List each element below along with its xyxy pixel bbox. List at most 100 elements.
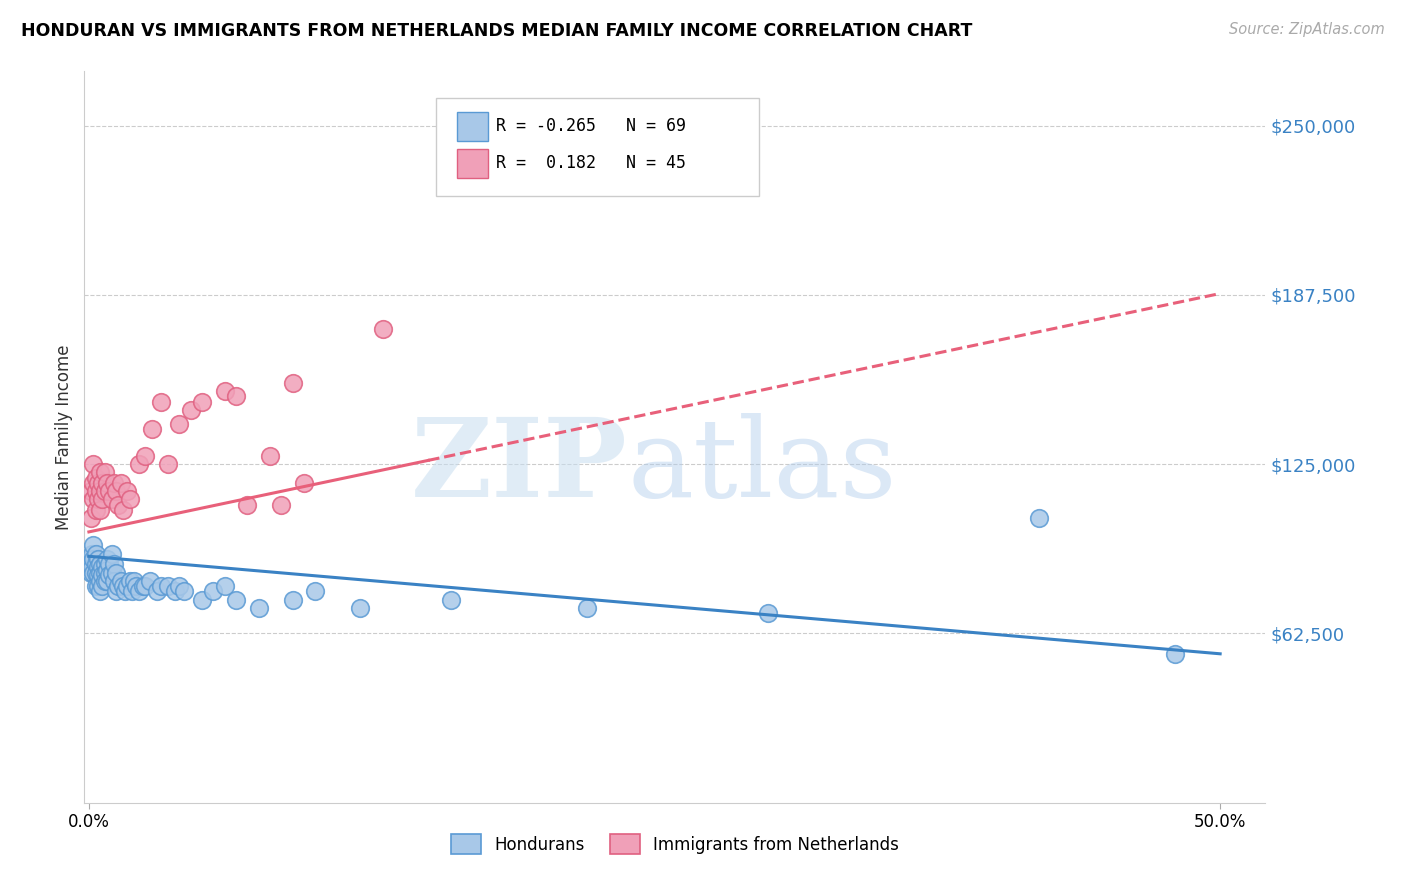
Point bbox=[163, 584, 186, 599]
Point bbox=[93, 484, 115, 499]
Point bbox=[111, 503, 134, 517]
Point bbox=[93, 465, 115, 479]
Point bbox=[93, 558, 115, 572]
Point bbox=[96, 476, 118, 491]
Point bbox=[100, 566, 122, 580]
Point bbox=[82, 457, 104, 471]
Text: ZIP: ZIP bbox=[411, 413, 627, 520]
Point bbox=[87, 579, 110, 593]
Point bbox=[98, 558, 121, 572]
Point bbox=[91, 568, 114, 582]
Point bbox=[103, 476, 125, 491]
Point bbox=[84, 579, 107, 593]
Point bbox=[440, 592, 463, 607]
Point bbox=[93, 574, 115, 588]
Point bbox=[349, 600, 371, 615]
Point bbox=[87, 476, 110, 491]
Point bbox=[711, 124, 734, 138]
Point bbox=[304, 584, 326, 599]
Point bbox=[150, 579, 173, 593]
Point bbox=[202, 584, 225, 599]
Point bbox=[84, 503, 107, 517]
Point bbox=[89, 574, 111, 588]
Point bbox=[84, 566, 107, 580]
Point bbox=[214, 579, 236, 593]
Point bbox=[107, 579, 129, 593]
Y-axis label: Median Family Income: Median Family Income bbox=[55, 344, 73, 530]
Point bbox=[91, 476, 114, 491]
Point bbox=[87, 568, 110, 582]
Point bbox=[89, 465, 111, 479]
Point bbox=[103, 574, 125, 588]
Point bbox=[114, 584, 136, 599]
Point bbox=[1164, 647, 1187, 661]
Point bbox=[98, 568, 121, 582]
Point bbox=[110, 476, 132, 491]
Point bbox=[87, 552, 110, 566]
Point bbox=[117, 579, 139, 593]
Point bbox=[84, 484, 107, 499]
Point bbox=[134, 579, 156, 593]
Text: R = -0.265   N = 69: R = -0.265 N = 69 bbox=[496, 117, 686, 135]
Point bbox=[82, 560, 104, 574]
Point bbox=[89, 558, 111, 572]
Point bbox=[157, 579, 180, 593]
Point bbox=[134, 449, 156, 463]
Point bbox=[575, 600, 598, 615]
Point bbox=[191, 592, 214, 607]
Point bbox=[281, 592, 304, 607]
Legend: Hondurans, Immigrants from Netherlands: Hondurans, Immigrants from Netherlands bbox=[444, 828, 905, 860]
Point bbox=[270, 498, 292, 512]
Text: R =  0.182   N = 45: R = 0.182 N = 45 bbox=[496, 154, 686, 172]
Point bbox=[91, 579, 114, 593]
Point bbox=[292, 476, 315, 491]
Point bbox=[80, 511, 103, 525]
Point bbox=[107, 498, 129, 512]
Point bbox=[247, 600, 270, 615]
Point bbox=[82, 552, 104, 566]
Point bbox=[91, 492, 114, 507]
Point bbox=[180, 403, 202, 417]
Point bbox=[259, 449, 281, 463]
Point bbox=[89, 584, 111, 599]
Point bbox=[214, 384, 236, 398]
Point bbox=[125, 579, 148, 593]
Point bbox=[84, 547, 107, 561]
Point bbox=[98, 484, 121, 499]
Point bbox=[173, 584, 195, 599]
Point bbox=[80, 484, 103, 499]
Point bbox=[139, 574, 162, 588]
Point bbox=[121, 584, 143, 599]
Point bbox=[145, 584, 167, 599]
Point bbox=[281, 376, 304, 390]
Point bbox=[169, 579, 191, 593]
Point bbox=[82, 476, 104, 491]
Point bbox=[111, 579, 134, 593]
Point bbox=[100, 547, 122, 561]
Point bbox=[169, 417, 191, 431]
Point bbox=[96, 574, 118, 588]
Point bbox=[225, 389, 247, 403]
Point bbox=[89, 566, 111, 580]
Text: HONDURAN VS IMMIGRANTS FROM NETHERLANDS MEDIAN FAMILY INCOME CORRELATION CHART: HONDURAN VS IMMIGRANTS FROM NETHERLANDS … bbox=[21, 22, 973, 40]
Point bbox=[91, 560, 114, 574]
Point bbox=[84, 558, 107, 572]
Point bbox=[371, 322, 394, 336]
Point bbox=[118, 492, 141, 507]
Point bbox=[110, 574, 132, 588]
Point bbox=[132, 579, 155, 593]
Point bbox=[118, 574, 141, 588]
Point bbox=[128, 584, 150, 599]
Point bbox=[89, 503, 111, 517]
Point bbox=[575, 167, 598, 181]
Point bbox=[100, 492, 122, 507]
Point bbox=[82, 538, 104, 552]
Point bbox=[122, 574, 145, 588]
Point bbox=[1028, 511, 1050, 525]
Point bbox=[82, 566, 104, 580]
Point bbox=[82, 492, 104, 507]
Point bbox=[84, 471, 107, 485]
Point bbox=[236, 498, 259, 512]
Point bbox=[103, 558, 125, 572]
Point bbox=[128, 457, 150, 471]
